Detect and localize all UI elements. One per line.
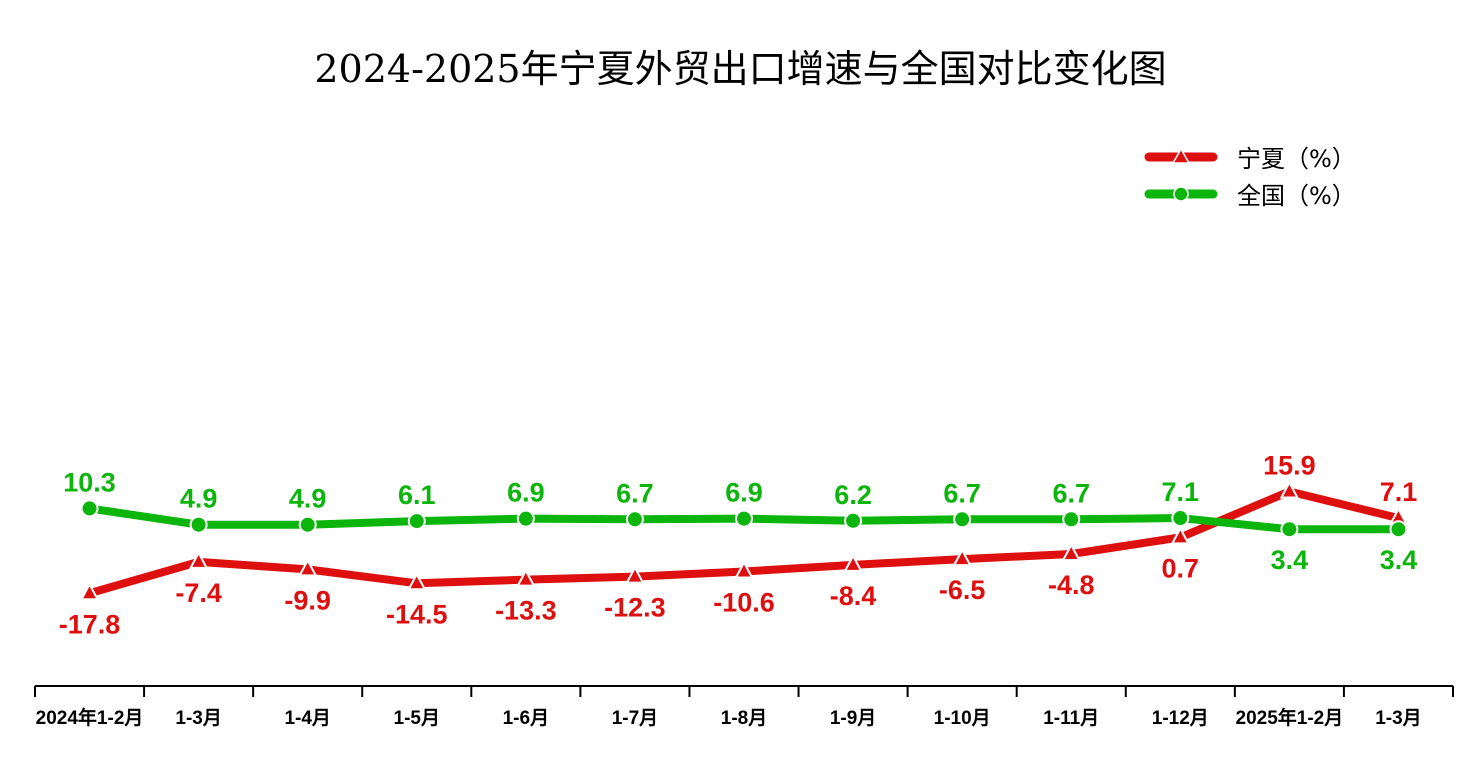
- legend: 宁夏（%） 全国（%）: [1143, 138, 1356, 212]
- point-marker: [80, 499, 99, 518]
- data-label: 7.1: [1162, 477, 1200, 507]
- data-label: -4.8: [1048, 570, 1095, 600]
- data-label: 15.9: [1263, 450, 1316, 480]
- legend-label-ningxia: 宁夏（%）: [1237, 145, 1356, 173]
- data-label: 6.2: [834, 480, 872, 510]
- x-tick-label: 1-11月: [1043, 708, 1099, 729]
- point-marker: [1170, 526, 1190, 545]
- data-label: -14.5: [386, 599, 448, 629]
- x-tick-label: 1-9月: [830, 708, 876, 729]
- data-label: 0.7: [1162, 553, 1200, 583]
- legend-swatch-ningxia: [1144, 146, 1218, 164]
- data-label: -13.3: [495, 596, 557, 626]
- data-label: 4.9: [180, 484, 218, 514]
- point-marker: [1279, 480, 1300, 499]
- data-label: -7.4: [175, 578, 222, 608]
- x-tick-label: 1-7月: [612, 708, 658, 729]
- data-label: 10.3: [63, 467, 116, 497]
- point-marker: [298, 558, 318, 577]
- x-tick-label: 1-12月: [1152, 708, 1209, 729]
- x-tick-label: 1-6月: [503, 708, 549, 729]
- point-marker: [843, 553, 863, 572]
- point-marker: [516, 568, 536, 587]
- data-label: -9.9: [284, 585, 331, 615]
- legend-label-national: 全国（%）: [1237, 182, 1356, 210]
- point-marker: [1389, 520, 1408, 539]
- data-label: 7.1: [1380, 477, 1418, 507]
- point-marker: [625, 565, 645, 584]
- data-label: -10.6: [713, 588, 775, 618]
- point-marker: [734, 560, 754, 579]
- point-marker: [952, 548, 972, 567]
- point-marker: [625, 510, 644, 529]
- chart-title: 2024-2025年宁夏外贸出口增速与全国对比变化图: [314, 47, 1167, 91]
- point-marker: [735, 509, 753, 528]
- point-marker: [407, 512, 426, 531]
- data-label: 3.4: [1380, 545, 1418, 575]
- point-marker: [407, 572, 427, 591]
- data-label: 6.9: [507, 478, 545, 508]
- point-marker: [189, 515, 208, 534]
- x-tick-label: 1-8月: [721, 708, 767, 729]
- point-marker: [953, 510, 972, 529]
- data-label: 6.7: [1052, 478, 1090, 508]
- data-label: -17.8: [59, 609, 121, 639]
- x-tick-label: 1-4月: [284, 708, 330, 729]
- legend-item-national: 全国（%）: [1143, 175, 1356, 212]
- data-label: -6.5: [939, 575, 986, 605]
- data-label: -8.4: [830, 581, 877, 611]
- point-marker: [79, 582, 100, 601]
- point-marker: [844, 511, 863, 530]
- point-marker: [1280, 520, 1299, 539]
- data-label: 6.7: [943, 478, 981, 508]
- x-tick-label: 1-5月: [394, 708, 440, 729]
- point-marker: [188, 550, 209, 569]
- data-label: -12.3: [604, 593, 666, 623]
- legend-swatch-national: [1144, 185, 1218, 202]
- legend-item-ningxia: 宁夏（%）: [1143, 138, 1356, 175]
- point-marker: [1062, 510, 1081, 529]
- point-marker: [298, 515, 317, 534]
- x-tick-label: 1-3月: [1375, 708, 1421, 729]
- x-tick-label: 2024年1-2月: [36, 706, 144, 729]
- point-marker: [516, 509, 535, 528]
- x-tick-label: 1-3月: [175, 708, 221, 729]
- data-label: 3.4: [1271, 545, 1309, 575]
- data-label: 6.7: [616, 478, 654, 508]
- point-marker: [1171, 509, 1190, 528]
- x-tick-label: 2025年1-2月: [1236, 706, 1344, 729]
- data-label: 4.9: [289, 484, 327, 514]
- point-marker: [1061, 542, 1081, 561]
- data-label: 6.1: [398, 480, 436, 510]
- x-tick-label: 1-10月: [934, 708, 991, 729]
- data-label: 6.9: [725, 478, 763, 508]
